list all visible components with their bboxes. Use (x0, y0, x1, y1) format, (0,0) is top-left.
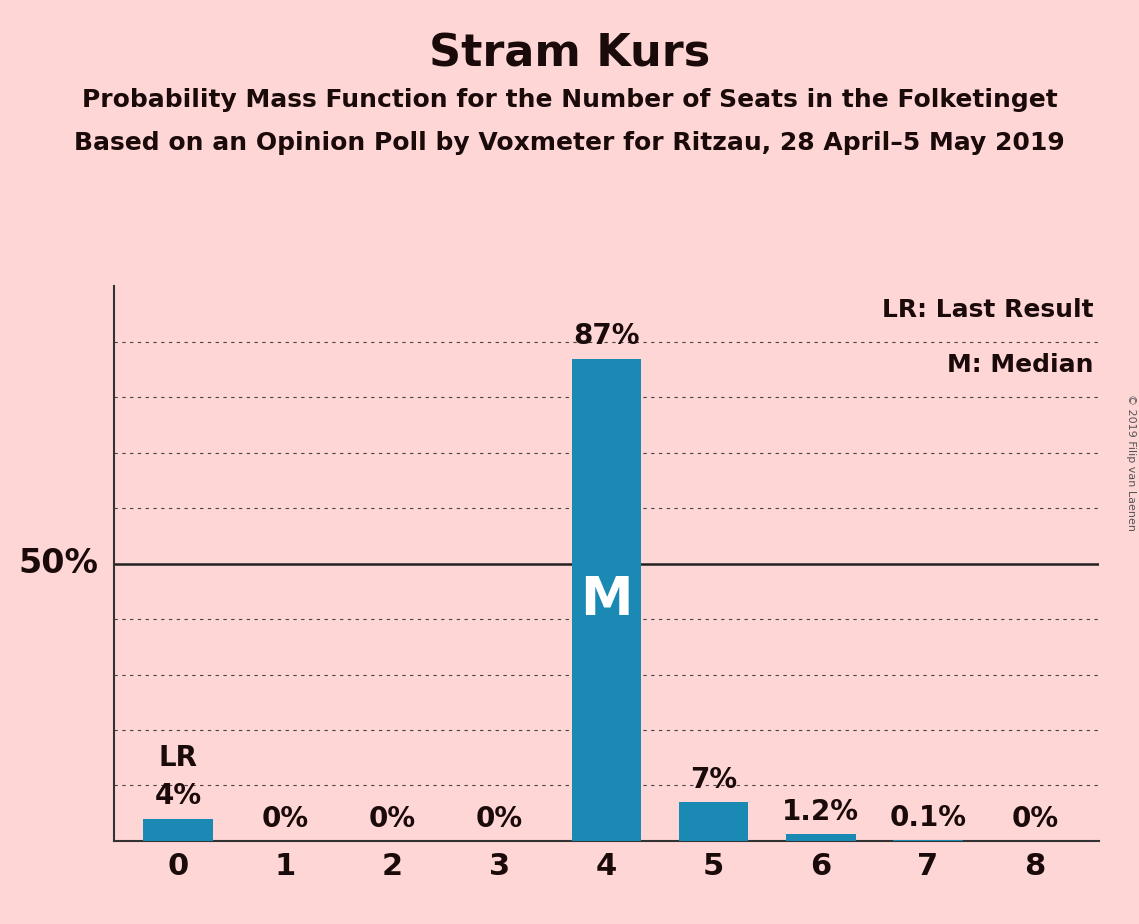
Text: 0%: 0% (476, 805, 523, 833)
Text: LR: Last Result: LR: Last Result (882, 298, 1093, 322)
Bar (679, 802, 748, 841)
Text: Probability Mass Function for the Number of Seats in the Folketinget: Probability Mass Function for the Number… (82, 88, 1057, 112)
Text: M: M (580, 574, 633, 626)
Text: Based on an Opinion Poll by Voxmeter for Ritzau, 28 April–5 May 2019: Based on an Opinion Poll by Voxmeter for… (74, 131, 1065, 155)
Bar (786, 834, 855, 841)
Text: 7%: 7% (690, 766, 737, 794)
Text: 0.1%: 0.1% (890, 804, 966, 832)
Text: 0%: 0% (1011, 805, 1058, 833)
Bar (144, 819, 213, 841)
Text: 50%: 50% (18, 547, 98, 580)
Text: 1.2%: 1.2% (782, 797, 859, 826)
Text: 4%: 4% (155, 783, 202, 810)
Text: 0%: 0% (369, 805, 416, 833)
Text: M: Median: M: Median (948, 353, 1093, 377)
Text: 87%: 87% (573, 322, 640, 350)
Text: Stram Kurs: Stram Kurs (429, 32, 710, 76)
Text: © 2019 Filip van Laenen: © 2019 Filip van Laenen (1126, 394, 1136, 530)
Text: 0%: 0% (262, 805, 309, 833)
Bar (572, 359, 641, 841)
Text: LR: LR (158, 744, 198, 772)
